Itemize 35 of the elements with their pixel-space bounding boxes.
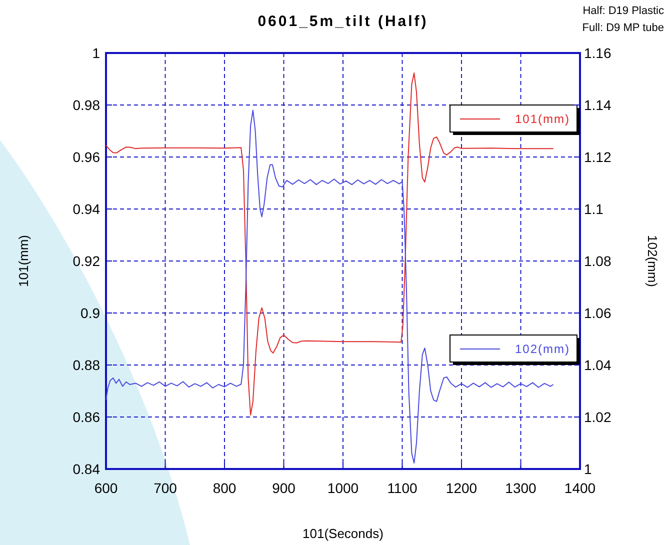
x-tick-label: 600 bbox=[94, 480, 118, 496]
y-tick-label: 0.92 bbox=[72, 253, 100, 269]
y2-tick-label: 1.06 bbox=[584, 305, 612, 321]
x-tick-label: 1200 bbox=[446, 480, 478, 496]
y2-tick-label: 1.16 bbox=[584, 45, 612, 61]
x-tick-label: 700 bbox=[154, 480, 178, 496]
text: Half: D19 Plastic bbox=[582, 5, 664, 17]
legend-label: 102(mm) bbox=[514, 342, 570, 356]
legend-label: 101(mm) bbox=[514, 112, 570, 126]
x-tick-label: 900 bbox=[272, 480, 296, 496]
y2-tick-label: 1.14 bbox=[584, 97, 612, 113]
y-tick-label: 1 bbox=[92, 45, 100, 61]
x-tick-label: 1000 bbox=[327, 480, 359, 496]
y2-tick-label: 1 bbox=[584, 461, 592, 477]
x-tick-label: 800 bbox=[212, 480, 236, 496]
x-tick-label: 1300 bbox=[505, 480, 537, 496]
x-axis-title: 101(Seconds) bbox=[302, 526, 384, 541]
y2-tick-label: 1.04 bbox=[584, 357, 612, 373]
y-tick-label: 0.86 bbox=[72, 409, 100, 425]
y2-axis-title: 102(mm) bbox=[645, 234, 660, 288]
y2-tick-label: 1.02 bbox=[584, 409, 612, 425]
x-tick-label: 1100 bbox=[387, 480, 418, 496]
x-tick-label: 1400 bbox=[564, 480, 596, 496]
y-tick-label: 0.96 bbox=[72, 149, 100, 165]
chart-title: 0601_5m_tilt (Half) bbox=[258, 13, 428, 30]
y2-tick-label: 1.08 bbox=[584, 253, 612, 269]
y-tick-label: 0.88 bbox=[72, 357, 100, 373]
y-tick-label: 0.9 bbox=[80, 305, 100, 321]
text: Full: D9 MP tube bbox=[582, 22, 664, 34]
y-axis-title: 101(mm) bbox=[16, 234, 31, 288]
y-tick-label: 0.98 bbox=[72, 97, 100, 113]
y2-tick-label: 1.12 bbox=[584, 149, 612, 165]
y-tick-label: 0.84 bbox=[72, 461, 100, 477]
y2-tick-label: 1.1 bbox=[584, 201, 604, 217]
y-tick-label: 0.94 bbox=[72, 201, 100, 217]
